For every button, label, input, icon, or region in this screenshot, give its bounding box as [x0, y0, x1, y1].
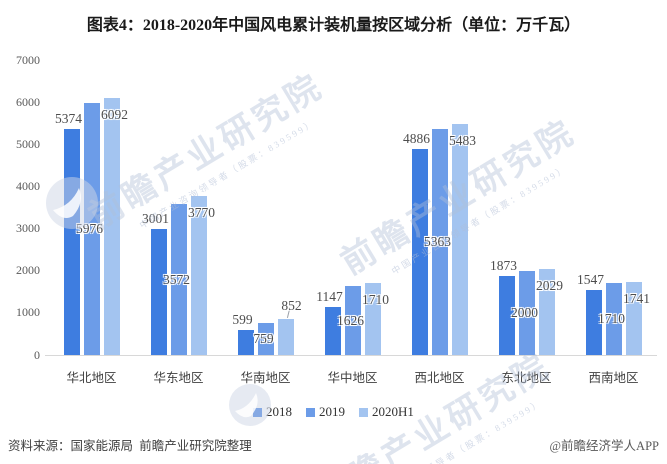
x-axis-line — [45, 355, 657, 356]
legend-item-2020H1: 2020H1 — [359, 404, 414, 420]
bar-2018-华北地区 — [63, 128, 80, 355]
x-axis-label-华东地区: 华东地区 — [153, 371, 204, 385]
legend-item-2019: 2019 — [306, 404, 345, 420]
bar-2018-西北地区 — [411, 149, 428, 355]
y-axis-tick-label: 2000 — [16, 263, 40, 278]
x-axis-label-华南地区: 华南地区 — [240, 371, 291, 385]
data-label-2018-西北地区: 4886 — [403, 131, 430, 147]
bar-2020H1-华南地区 — [277, 319, 294, 355]
data-label-2018-西南地区: 1547 — [577, 271, 604, 287]
data-label-2020H1-西南地区: 1741 — [623, 290, 650, 306]
data-label-2018-华北地区: 5374 — [55, 110, 82, 126]
x-axis-label-西南地区: 西南地区 — [588, 371, 639, 385]
bar-2018-西南地区 — [585, 289, 602, 355]
data-label-2020H1-西北地区: 5483 — [449, 132, 476, 148]
legend-item-2018: 2018 — [253, 404, 292, 420]
bar-2020H1-华东地区 — [190, 196, 207, 355]
y-axis-tick-label: 5000 — [16, 136, 40, 151]
data-label-2018-东北地区: 1873 — [490, 258, 517, 274]
data-label-2020H1-华南地区: 852 — [281, 298, 302, 314]
data-label-2019-华中地区: 1626 — [337, 312, 364, 328]
y-axis-tick-label: 4000 — [16, 178, 40, 193]
legend-label-2018: 2018 — [266, 404, 293, 419]
bar-2020H1-西南地区 — [625, 281, 642, 355]
data-label-2018-华东地区: 3001 — [142, 210, 169, 226]
data-label-2018-华南地区: 599 — [232, 311, 253, 327]
bar-2018-华东地区 — [150, 228, 167, 355]
legend-label-2019: 2019 — [319, 404, 346, 419]
bar-2020H1-西北地区 — [451, 123, 468, 355]
legend-label-2020H1: 2020H1 — [372, 404, 414, 419]
y-axis-tick-label: 1000 — [16, 305, 40, 320]
legend: 2018 2019 2020H1 — [0, 404, 667, 420]
credit-note: @前瞻经济学人APP — [549, 439, 659, 453]
y-axis-tick-label: 3000 — [16, 221, 40, 236]
footer: 资料来源：国家能源局 前瞻产业研究院整理 @前瞻经济学人APP — [8, 435, 659, 454]
bar-2018-华南地区 — [237, 329, 254, 355]
data-label-2019-华东地区: 3572 — [163, 271, 190, 287]
data-label-2018-华中地区: 1147 — [316, 288, 343, 304]
legend-swatch-2019 — [306, 407, 316, 417]
bar-2020H1-东北地区 — [538, 269, 555, 355]
data-label-2020H1-华中地区: 1710 — [362, 291, 389, 307]
y-axis-tick-label: 6000 — [16, 94, 40, 109]
bar-2019-东北地区 — [518, 270, 535, 355]
x-axis-label-华北地区: 华北地区 — [66, 371, 117, 385]
y-axis-tick-label: 0 — [34, 347, 40, 362]
chart-title: 图表4：2018-2020年中国风电累计装机量按区域分析（单位：万千瓦） — [86, 17, 581, 34]
bar-2019-华南地区 — [257, 323, 274, 355]
bar-2018-华中地区 — [324, 306, 341, 355]
data-label-2020H1-东北地区: 2029 — [536, 278, 563, 294]
bar-2019-华中地区 — [344, 286, 361, 355]
data-label-2019-东北地区: 2000 — [511, 304, 538, 320]
data-label-2019-华南地区: 759 — [253, 331, 274, 346]
y-axis-tick-label: 7000 — [16, 52, 40, 67]
data-label-2020H1-华北地区: 6092 — [101, 107, 128, 123]
bar-2019-西北地区 — [431, 128, 448, 355]
x-axis-label-西北地区: 西北地区 — [414, 371, 465, 385]
bar-2019-西南地区 — [605, 282, 622, 355]
data-label-2019-华北地区: 5976 — [76, 221, 103, 237]
source-note: 资料来源：国家能源局 前瞻产业研究院整理 — [8, 439, 252, 453]
bar-2020H1-华北地区 — [103, 98, 120, 355]
x-axis-label-东北地区: 东北地区 — [501, 371, 552, 385]
data-label-2019-西南地区: 1710 — [598, 310, 625, 326]
data-label-2019-西北地区: 5363 — [424, 233, 451, 249]
bar-2018-东北地区 — [498, 276, 515, 355]
bar-2019-华北地区 — [83, 103, 100, 355]
bar-2019-华东地区 — [170, 204, 187, 355]
legend-swatch-2020H1 — [359, 407, 369, 417]
data-label-2020H1-华东地区: 3770 — [188, 205, 215, 221]
legend-swatch-2018 — [253, 407, 263, 417]
bar-2020H1-华中地区 — [364, 282, 381, 355]
x-axis-label-华中地区: 华中地区 — [327, 371, 378, 385]
